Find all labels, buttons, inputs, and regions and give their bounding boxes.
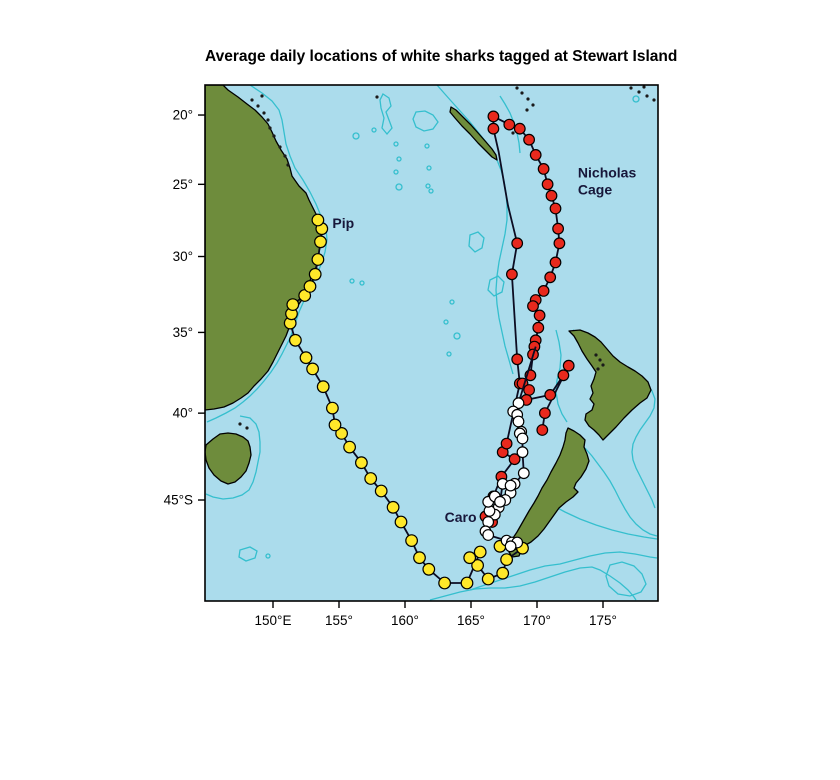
shark-label-pip: Pip — [332, 215, 354, 231]
daily-location-dot-pip — [405, 534, 419, 547]
daily-location-dot-caro — [516, 446, 529, 459]
daily-location-dot-nicholas-cage — [553, 237, 566, 250]
daily-location-dot-pip — [316, 380, 330, 394]
x-axis-label: 160° — [391, 613, 419, 628]
map-layers: Pip Nicholas Cage Caro — [205, 85, 658, 601]
daily-location-dot-nicholas-cage — [506, 268, 518, 281]
daily-location-dot-pip — [438, 576, 452, 590]
daily-location-dot-caro — [504, 540, 517, 553]
land-nz-north-island — [568, 329, 652, 441]
daily-location-dot-pip — [299, 351, 313, 365]
daily-location-dot-nicholas-cage — [539, 407, 551, 420]
x-axis-label: 165° — [457, 613, 485, 628]
daily-location-dot-pip — [473, 545, 487, 559]
land-nz-south-island — [510, 427, 590, 548]
daily-location-dot-nicholas-cage — [557, 369, 570, 382]
x-axis-label: 170° — [523, 613, 551, 628]
y-axis-label: 35° — [173, 325, 193, 340]
daily-location-dot-caro — [517, 467, 530, 480]
daily-location-dot-pip — [496, 566, 510, 580]
daily-location-dot-caro — [512, 415, 525, 428]
daily-location-dot-pip — [311, 213, 325, 227]
track-caro — [479, 346, 537, 553]
daily-location-dot-pip — [386, 500, 400, 514]
daily-location-dot-nicholas-cage — [541, 178, 554, 191]
daily-location-dot-nicholas-cage — [533, 309, 546, 322]
daily-location-dot-nicholas-cage — [549, 202, 562, 215]
daily-location-dot-nicholas-cage — [503, 118, 516, 131]
daily-location-dot-nicholas-cage — [511, 237, 524, 250]
land-new-caledonia — [449, 106, 498, 161]
daily-location-dot-nicholas-cage — [500, 437, 513, 450]
islet-specks — [238, 85, 656, 430]
daily-location-dot-pip — [394, 515, 408, 529]
daily-location-dot-nicholas-cage — [513, 122, 526, 135]
daily-location-dot-pip — [481, 572, 495, 586]
daily-location-dot-pip — [471, 559, 485, 572]
daily-location-dot-caro — [512, 397, 525, 410]
x-axis-label: 155° — [325, 613, 353, 628]
daily-location-dot-nicholas-cage — [549, 256, 562, 269]
x-axis-label: 150°E — [255, 613, 292, 628]
daily-location-dot-nicholas-cage — [523, 384, 535, 396]
axes: 150°E 155° 160° 165° 170° 175° 20° 25° 30° 35° 40°… — [164, 108, 617, 628]
daily-location-dot-nicholas-cage — [544, 271, 557, 284]
daily-location-dot-nicholas-cage — [537, 285, 550, 297]
daily-location-dot-pip — [306, 362, 320, 376]
daily-location-dot-pip — [289, 333, 302, 347]
daily-location-dot-nicholas-cage — [532, 321, 545, 334]
map-border — [204, 84, 659, 602]
daily-location-dot-pip — [463, 551, 477, 565]
daily-location-dot-pip — [422, 562, 436, 576]
daily-location-dot-nicholas-cage — [552, 222, 564, 235]
daily-location-dot-nicholas-cage — [487, 110, 500, 123]
daily-location-dot-nicholas-cage — [545, 189, 558, 202]
daily-location-dot-pip — [308, 267, 322, 281]
daily-location-dot-pip — [286, 298, 300, 312]
y-axis-label: 20° — [173, 108, 193, 123]
bathymetry-contours — [205, 85, 658, 601]
daily-location-dot-nicholas-cage — [536, 424, 549, 436]
daily-location-dot-pip — [413, 551, 426, 565]
shark-label-caro: Caro — [445, 509, 477, 525]
daily-location-dot-nicholas-cage — [508, 453, 521, 466]
daily-location-dot-pip — [314, 235, 327, 249]
daily-location-dot-pip — [335, 427, 349, 440]
y-axis-label: 45°S — [164, 493, 193, 508]
land-tasmania — [205, 432, 252, 485]
figure-title: Average daily locations of white sharks … — [205, 48, 678, 65]
daily-location-dot-caro — [504, 479, 517, 492]
daily-location-dot-nicholas-cage — [527, 300, 539, 313]
x-axis-label: 175° — [589, 613, 617, 628]
daily-location-dot-nicholas-cage — [523, 133, 535, 146]
daily-location-dot-nicholas-cage — [562, 359, 575, 372]
daily-location-dot-pip — [374, 484, 388, 498]
daily-location-dot-caro — [494, 495, 506, 508]
daily-location-dot-pip — [364, 472, 378, 485]
daily-location-dot-pip — [326, 401, 339, 415]
landmasses — [205, 85, 652, 558]
daily-location-dot-pip — [355, 456, 368, 470]
shark-label-nicholas-cage: Nicholas Cage — [578, 164, 637, 197]
daily-location-dot-nicholas-cage — [537, 162, 550, 175]
track-pip — [283, 213, 529, 590]
daily-location-dot-caro — [516, 432, 529, 445]
y-axis-label: 30° — [173, 249, 193, 264]
daily-location-dot-nicholas-cage — [487, 122, 500, 135]
daily-location-dot-nicholas-cage — [511, 353, 524, 366]
daily-location-dot-pip — [460, 576, 474, 590]
y-axis-label: 40° — [173, 406, 193, 421]
daily-location-dot-caro — [482, 529, 495, 541]
daily-location-dot-pip — [303, 280, 317, 293]
daily-location-dot-nicholas-cage — [544, 389, 557, 401]
daily-location-dot-pip — [500, 553, 514, 566]
y-axis-label: 25° — [173, 177, 193, 192]
daily-location-dot-pip — [343, 440, 357, 454]
daily-location-dot-pip — [328, 418, 342, 432]
daily-location-dot-nicholas-cage — [529, 148, 542, 161]
daily-location-dot-pip — [311, 253, 325, 266]
